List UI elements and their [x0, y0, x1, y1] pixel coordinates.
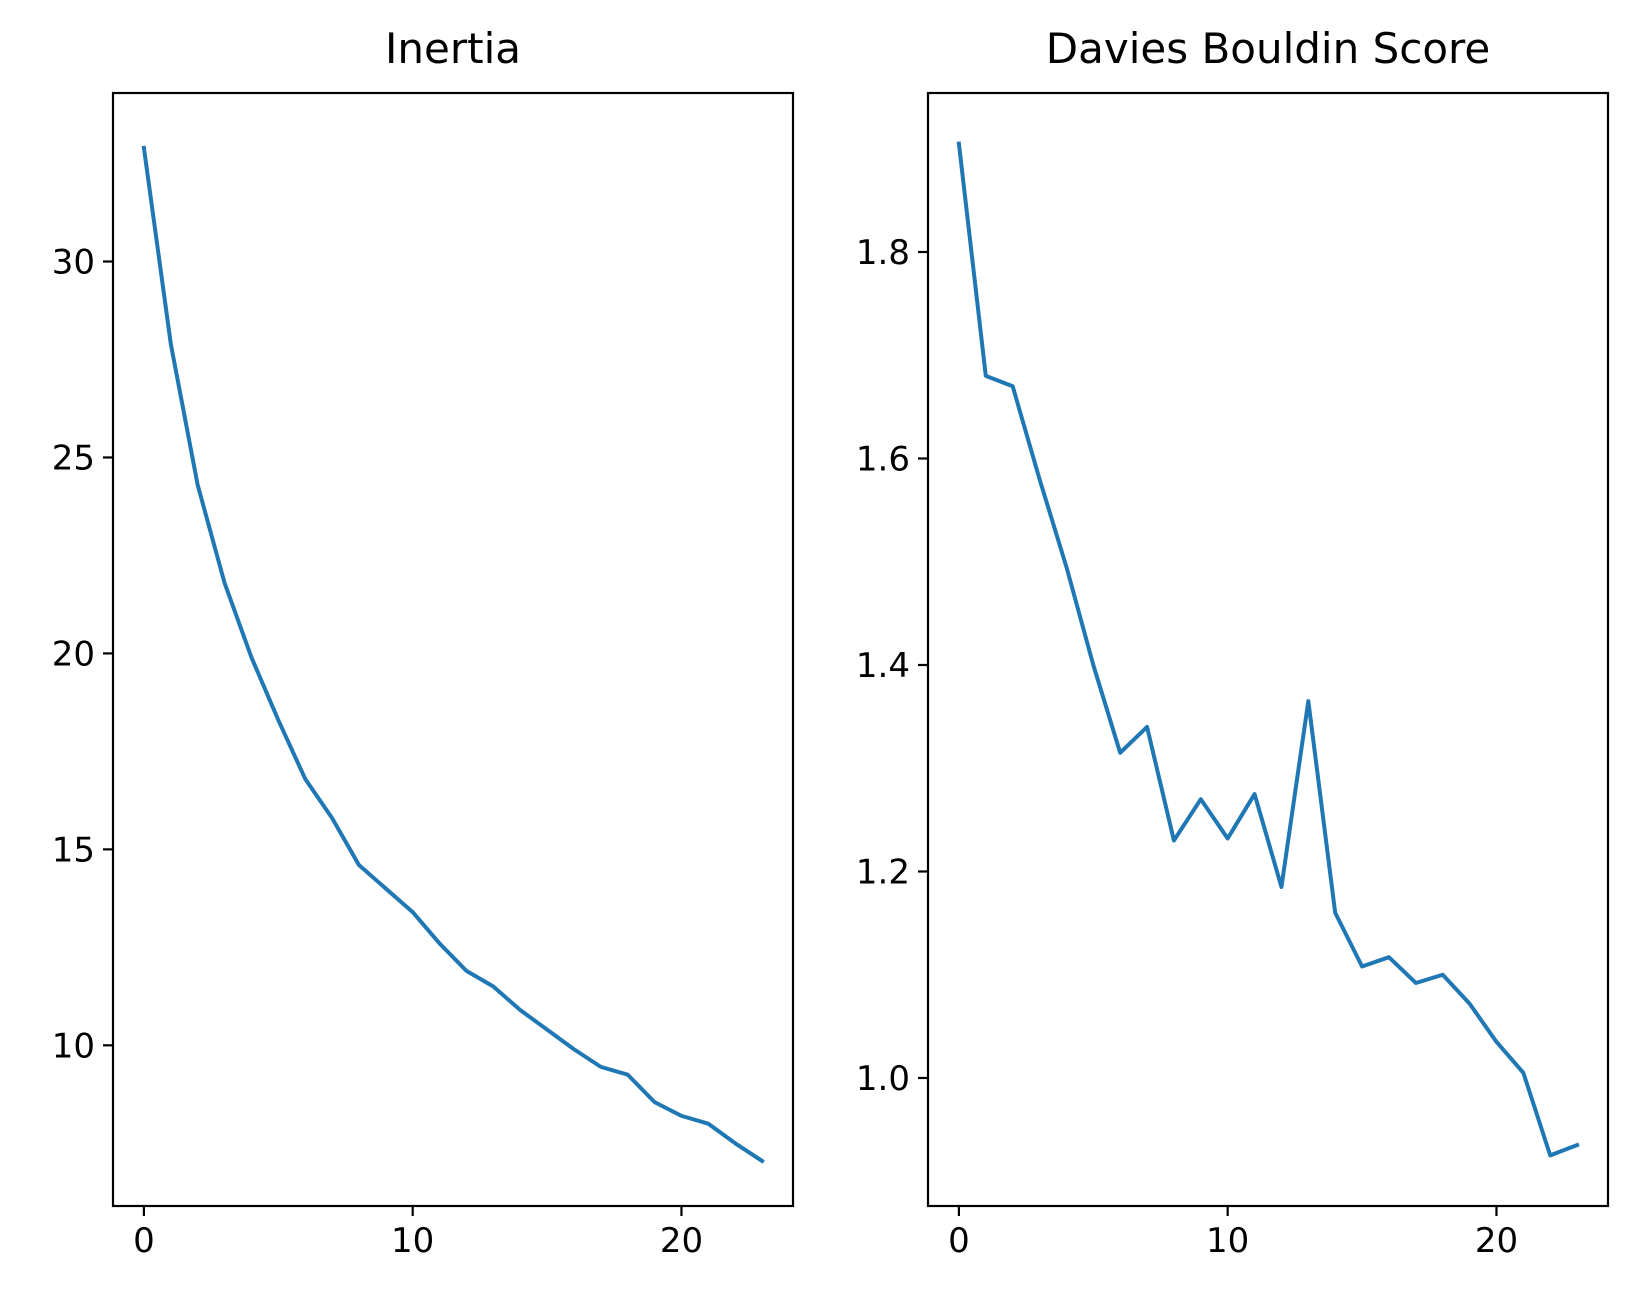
- x-tick-label: 10: [391, 1221, 434, 1261]
- y-tick-label: 10: [52, 1026, 95, 1066]
- x-tick-label: 20: [660, 1221, 703, 1261]
- y-tick-label: 20: [52, 634, 95, 674]
- subplot-davies-bouldin: Davies Bouldin Score 0 10 20 1.0 1.2 1.4 1.6 1.…: [856, 24, 1610, 1261]
- plot-frame: [926, 91, 1610, 1208]
- x-tick-label: 20: [1475, 1221, 1518, 1261]
- y-tick-label: 1.0: [856, 1059, 910, 1099]
- y-tick-label: 25: [52, 438, 95, 478]
- series-line: [956, 141, 1580, 1158]
- plot-area: 0 10 20 1.0 1.2 1.4 1.6 1.8: [856, 91, 1610, 1261]
- plot-area: 0 10 20 10 15 20 25 30: [52, 91, 795, 1261]
- y-tick-label: 1.8: [856, 233, 910, 273]
- x-tick-label: 0: [133, 1221, 155, 1261]
- subplot-inertia: Inertia 0 10 20 10 15 20 25 30: [52, 24, 795, 1261]
- y-tick-label: 30: [52, 243, 95, 283]
- y-tick-label: 1.6: [856, 439, 910, 479]
- series-line: [141, 145, 765, 1164]
- chart-title: Inertia: [385, 24, 521, 73]
- plot-frame: [111, 91, 795, 1208]
- x-tick-label: 10: [1206, 1221, 1249, 1261]
- y-tick-label: 15: [52, 830, 95, 870]
- chart-title: Davies Bouldin Score: [1046, 24, 1490, 73]
- y-tick-label: 1.2: [856, 852, 910, 892]
- x-tick-label: 0: [948, 1221, 970, 1261]
- y-tick-label: 1.4: [856, 646, 910, 686]
